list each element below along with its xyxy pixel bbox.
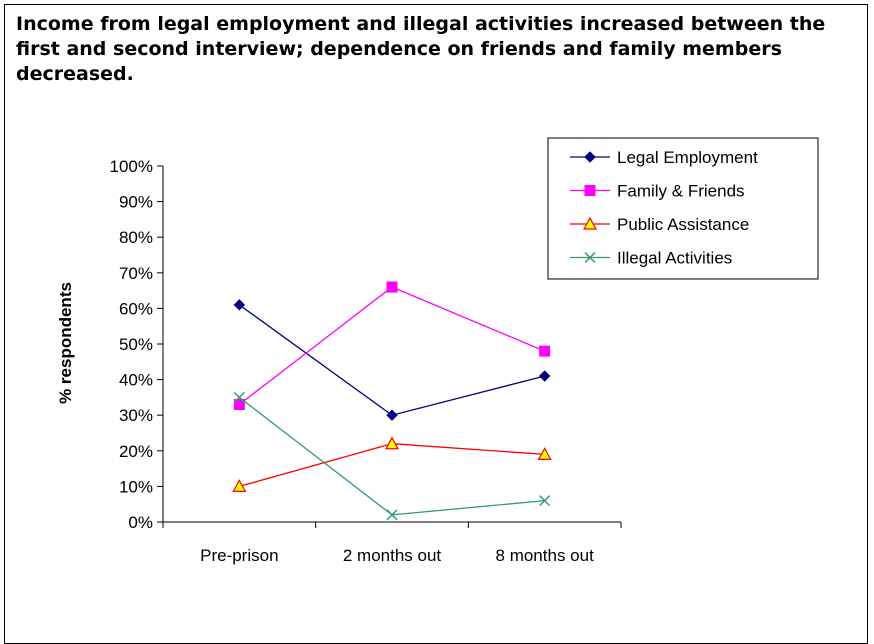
data-point-family-friends xyxy=(386,281,398,293)
chart-frame xyxy=(4,4,868,644)
x-tick-label: 8 months out xyxy=(496,546,595,565)
series-line-public-assistance xyxy=(239,443,545,488)
legend-item-public-assistance: Public Assistance xyxy=(570,215,749,234)
series-layer xyxy=(232,281,552,521)
x-tick-label: 2 months out xyxy=(343,546,442,565)
series-illegal-activities xyxy=(233,391,551,521)
chart-title: Income from legal employment and illegal… xyxy=(16,13,826,85)
legend-label: Legal Employment xyxy=(617,148,758,167)
series-line-family-friends xyxy=(238,286,545,406)
y-tick-label: 70% xyxy=(119,264,153,283)
data-point-legal-employment xyxy=(538,370,551,382)
y-axis-label: % respondents xyxy=(56,282,75,404)
y-tick-label: 100% xyxy=(110,157,153,176)
data-point-public-assistance xyxy=(232,479,247,492)
y-tick-label: 80% xyxy=(119,228,153,247)
y-tick-label: 20% xyxy=(119,442,153,461)
legend-label: Public Assistance xyxy=(617,215,749,234)
legend-marker xyxy=(584,251,596,264)
series-line-legal-employment xyxy=(238,304,545,416)
legend-item-legal-employment: Legal Employment xyxy=(570,148,758,167)
legend-marker xyxy=(584,185,596,196)
y-tick-label: 60% xyxy=(119,299,153,318)
data-point-public-assistance xyxy=(384,436,400,450)
legend-label: Family & Friends xyxy=(617,182,745,201)
y-tick-label: 30% xyxy=(119,406,153,425)
legend: Legal Employment Family & Friends Public A… xyxy=(547,137,819,280)
legend-item-illegal-activities: Illegal Activities xyxy=(570,249,732,268)
y-tick-label: 40% xyxy=(119,371,153,390)
data-point-family-friends xyxy=(233,399,245,411)
legend-marker xyxy=(582,216,598,230)
data-point-illegal-activities xyxy=(233,391,245,403)
series-legal-employment xyxy=(233,299,551,421)
data-point-illegal-activities xyxy=(539,495,551,507)
y-tick-label: 10% xyxy=(119,477,153,496)
y-tick-label: 50% xyxy=(119,335,153,354)
y-tick-label: 90% xyxy=(119,193,153,212)
data-point-public-assistance xyxy=(537,447,552,460)
legend-marker xyxy=(584,151,596,163)
data-point-family-friends xyxy=(539,345,551,357)
data-point-legal-employment xyxy=(386,409,398,421)
x-tick-label: Pre-prison xyxy=(200,546,278,565)
data-point-legal-employment xyxy=(233,299,246,311)
data-point-illegal-activities xyxy=(386,509,398,521)
y-tick-label: 0% xyxy=(128,513,153,532)
series-family-friends xyxy=(233,281,551,411)
legend-label: Illegal Activities xyxy=(617,249,732,268)
axes: 0% 10% 20% 30% 40% 50% 60% 70% 80% 90% 100% Pre-pri… xyxy=(110,157,622,565)
series-public-assistance xyxy=(232,436,552,492)
legend-item-family-friends: Family & Friends xyxy=(570,182,745,201)
